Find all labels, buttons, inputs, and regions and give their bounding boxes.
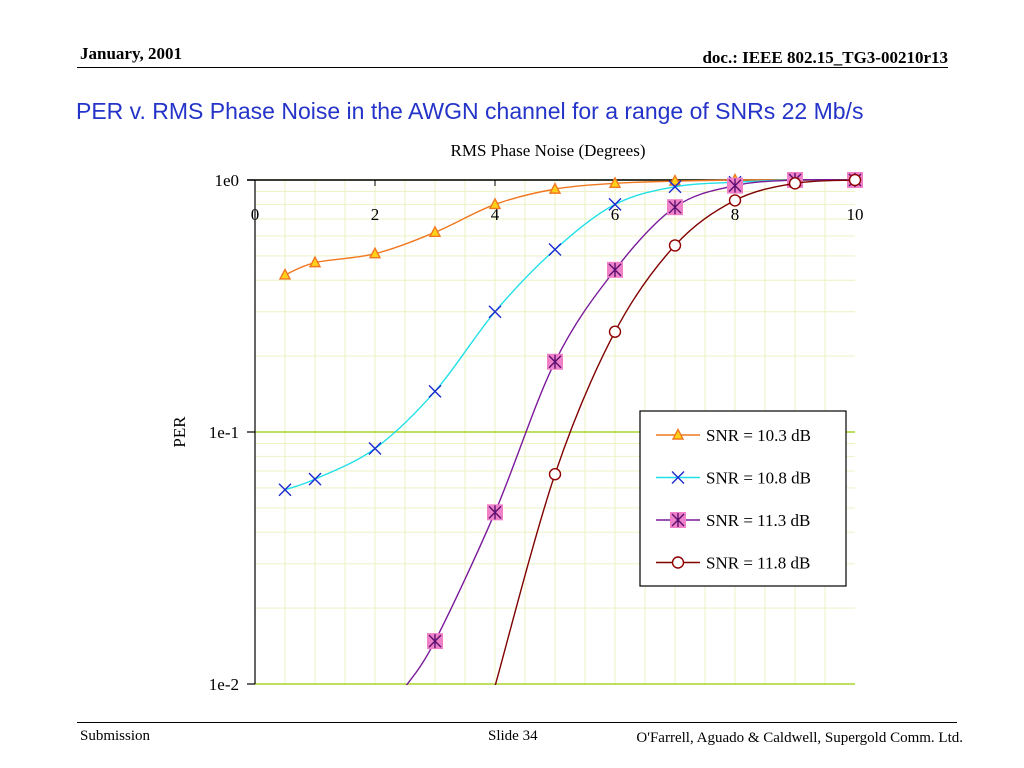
- star-marker: [548, 354, 562, 369]
- series-4: [494, 173, 862, 685]
- x-tick-label: 4: [491, 205, 500, 224]
- y-tick-label: 1e0: [214, 171, 239, 190]
- header-date: January, 2001: [80, 44, 183, 63]
- x-marker: [548, 242, 562, 256]
- x-tick-label: 10: [847, 205, 864, 224]
- triangle-marker: [368, 246, 382, 259]
- triangle-marker: [428, 225, 442, 238]
- legend-label: SNR = 10.8 dB: [706, 469, 811, 488]
- header-rule: [77, 67, 948, 68]
- legend-label: SNR = 10.3 dB: [706, 426, 811, 445]
- triangle-marker: [308, 255, 322, 268]
- triangle-marker: [488, 197, 502, 210]
- x-tick-label: 8: [731, 205, 740, 224]
- footer-rule: [77, 722, 957, 723]
- x-marker: [488, 305, 502, 319]
- triangle-marker: [548, 182, 562, 194]
- series-1: [278, 172, 862, 280]
- x-marker: [308, 472, 322, 486]
- y-tick-label: 1e-1: [209, 423, 239, 442]
- triangle-marker: [668, 174, 682, 186]
- circle-marker: [548, 468, 562, 481]
- star-marker: [728, 178, 742, 193]
- footer-submission: Submission: [80, 728, 151, 744]
- circle-marker: [848, 173, 862, 187]
- x-marker: [278, 483, 292, 497]
- x-axis-label: RMS Phase Noise (Degrees): [451, 141, 646, 160]
- y-tick-label: 1e-2: [209, 675, 239, 694]
- x-marker: [368, 442, 382, 456]
- slide-title: PER v. RMS Phase Noise in the AWGN chann…: [76, 98, 864, 124]
- star-marker: [668, 200, 682, 215]
- triangle-marker: [671, 427, 685, 440]
- star-marker: [428, 634, 442, 649]
- triangle-marker: [608, 176, 622, 189]
- legend-label: SNR = 11.8 dB: [706, 554, 810, 573]
- circle-marker: [728, 194, 742, 207]
- circle-marker: [608, 325, 622, 338]
- x-marker: [668, 180, 682, 194]
- x-tick-label: 2: [371, 205, 380, 224]
- circle-marker: [788, 177, 802, 190]
- y-axis-label: PER: [170, 416, 189, 448]
- star-marker: [608, 262, 622, 277]
- footer-authors: O'Farrell, Aguado & Caldwell, Supergold …: [636, 730, 963, 746]
- x-marker: [671, 471, 685, 484]
- circle-marker: [671, 556, 685, 569]
- x-tick-label: 0: [251, 205, 260, 224]
- x-tick-label: 6: [611, 205, 620, 224]
- circle-marker: [668, 239, 682, 252]
- series-line: [405, 179, 856, 685]
- x-marker: [428, 384, 442, 398]
- star-marker: [671, 513, 685, 527]
- triangle-marker: [278, 267, 292, 280]
- series-line: [284, 179, 855, 276]
- series-line: [494, 179, 856, 685]
- star-marker: [488, 505, 502, 520]
- legend-box: [639, 410, 847, 587]
- legend-label: SNR = 11.3 dB: [706, 511, 810, 530]
- footer-slide-number: Slide 34: [488, 728, 538, 744]
- x-marker: [608, 197, 622, 211]
- header-doc-id: doc.: IEEE 802.15_TG3-00210r13: [702, 48, 948, 67]
